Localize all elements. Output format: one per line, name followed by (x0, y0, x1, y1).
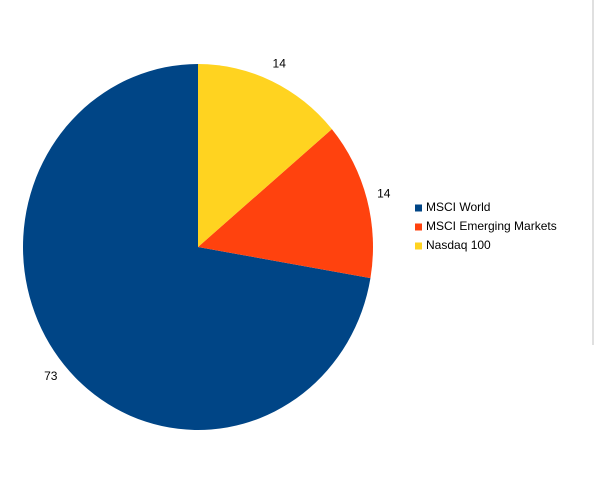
legend-label: MSCI Emerging Markets (426, 219, 557, 233)
data-label: 73 (44, 369, 58, 383)
legend-label: MSCI World (426, 200, 490, 214)
legend-label: Nasdaq 100 (426, 238, 491, 252)
legend-swatch (415, 204, 422, 212)
legend-swatch (415, 223, 422, 231)
pie-slice (22, 64, 371, 431)
legend-swatch (415, 242, 422, 250)
pie-slice (198, 63, 332, 247)
data-label: 14 (273, 57, 287, 71)
data-label: 14 (377, 187, 391, 201)
pie-slice (198, 129, 373, 279)
